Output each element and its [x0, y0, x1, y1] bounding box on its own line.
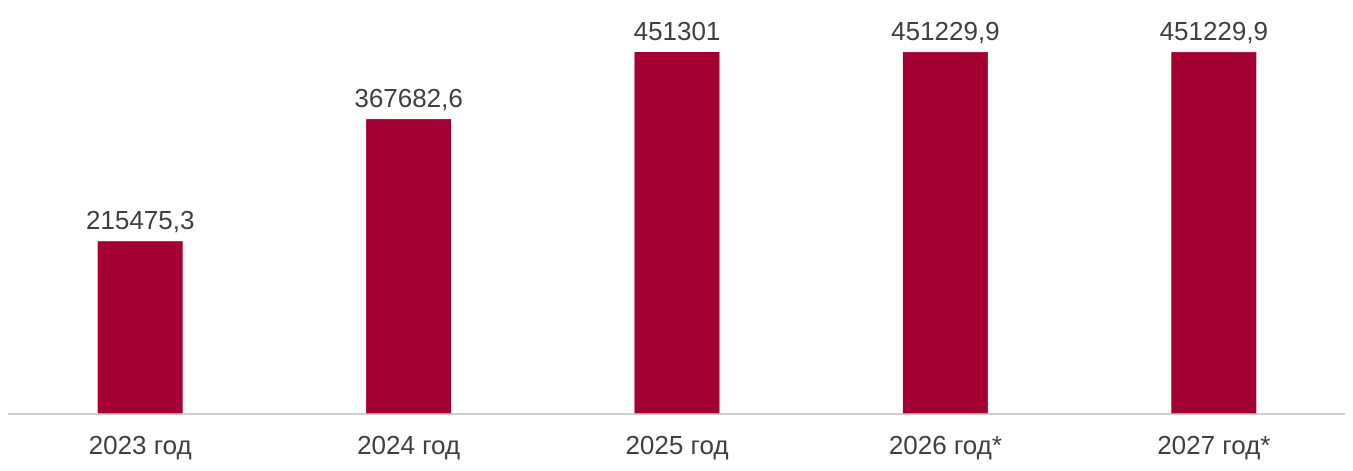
x-tick-label-2: 2025 год: [625, 430, 728, 460]
data-label-2: 451301: [634, 16, 721, 46]
x-tick-label-0: 2023 год: [89, 430, 192, 460]
bar-1: [366, 119, 452, 414]
data-labels-layer: 215475,3 367682,6 451301 451229,9 451229,9: [86, 16, 1268, 235]
x-axis-ticks-layer: 2023 год 2024 год 2025 год 2026 год* 2027 го…: [89, 430, 1271, 460]
data-label-3: 451229,9: [891, 16, 999, 46]
bar-2: [634, 52, 720, 414]
bar-4: [1171, 52, 1257, 414]
data-label-0: 215475,3: [86, 205, 194, 235]
bar-3: [902, 52, 988, 414]
bars-layer: [97, 52, 1257, 414]
x-tick-label-1: 2024 год: [357, 430, 460, 460]
x-tick-label-4: 2027 год*: [1157, 430, 1270, 460]
data-label-1: 367682,6: [354, 83, 462, 113]
data-label-4: 451229,9: [1160, 16, 1268, 46]
x-tick-label-3: 2026 год*: [889, 430, 1002, 460]
bar-0: [97, 241, 183, 414]
